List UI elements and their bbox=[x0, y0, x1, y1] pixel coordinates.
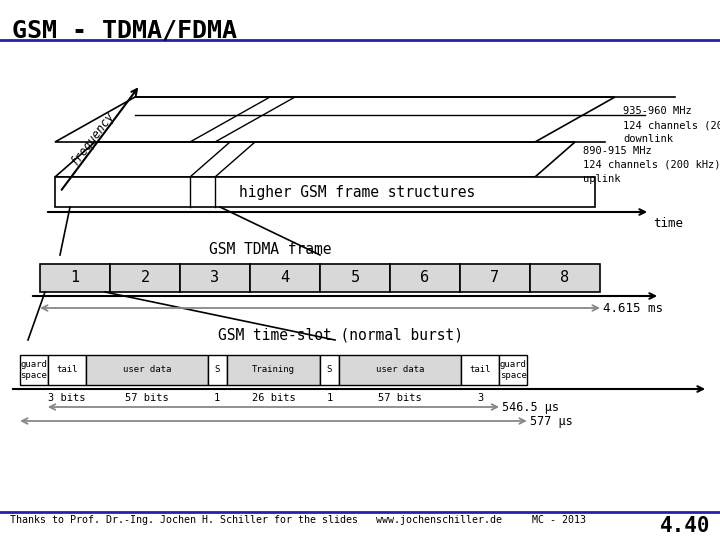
Text: 6: 6 bbox=[420, 271, 430, 286]
Bar bbox=[339, 355, 461, 385]
Text: 890-915 MHz
124 channels (200 kHz)
uplink: 890-915 MHz 124 channels (200 kHz) uplin… bbox=[583, 145, 720, 184]
Text: 546.5 μs: 546.5 μs bbox=[502, 401, 559, 414]
Text: guard
space: guard space bbox=[20, 360, 48, 380]
Text: 26 bits: 26 bits bbox=[251, 393, 295, 403]
Text: GSM - TDMA/FDMA: GSM - TDMA/FDMA bbox=[12, 18, 237, 42]
Bar bbox=[461, 355, 499, 385]
Bar bbox=[110, 264, 180, 292]
Text: 1: 1 bbox=[326, 393, 333, 403]
Text: Thanks to Prof. Dr.-Ing. Jochen H. Schiller for the slides   www.jochenschiller.: Thanks to Prof. Dr.-Ing. Jochen H. Schil… bbox=[10, 515, 586, 525]
Text: 2: 2 bbox=[140, 271, 150, 286]
Polygon shape bbox=[55, 177, 595, 207]
Text: 3 bits: 3 bits bbox=[48, 393, 86, 403]
Text: higher GSM frame structures: higher GSM frame structures bbox=[239, 185, 475, 199]
Text: tail: tail bbox=[469, 366, 491, 375]
Bar bbox=[86, 355, 208, 385]
Bar bbox=[20, 355, 48, 385]
Text: guard
space: guard space bbox=[500, 360, 526, 380]
Text: 57 bits: 57 bits bbox=[378, 393, 422, 403]
Text: 8: 8 bbox=[560, 271, 570, 286]
Bar bbox=[460, 264, 530, 292]
Text: 4.40: 4.40 bbox=[660, 516, 710, 536]
Bar bbox=[180, 264, 250, 292]
Text: S: S bbox=[215, 366, 220, 375]
Polygon shape bbox=[55, 142, 575, 177]
Text: frequency: frequency bbox=[68, 109, 117, 168]
Text: 57 bits: 57 bits bbox=[125, 393, 169, 403]
Bar bbox=[48, 355, 86, 385]
Text: 4: 4 bbox=[280, 271, 289, 286]
Text: 1: 1 bbox=[215, 393, 220, 403]
Bar bbox=[40, 264, 110, 292]
Polygon shape bbox=[55, 97, 615, 142]
Text: user data: user data bbox=[376, 366, 424, 375]
Bar bbox=[250, 264, 320, 292]
Text: S: S bbox=[327, 366, 332, 375]
Bar bbox=[530, 264, 600, 292]
Text: tail: tail bbox=[56, 366, 78, 375]
Bar bbox=[499, 355, 527, 385]
Text: user data: user data bbox=[123, 366, 171, 375]
Text: GSM time-slot (normal burst): GSM time-slot (normal burst) bbox=[217, 327, 462, 342]
Text: 4.615 ms: 4.615 ms bbox=[603, 301, 663, 314]
Text: 7: 7 bbox=[490, 271, 500, 286]
Bar bbox=[390, 264, 460, 292]
Text: GSM TDMA frame: GSM TDMA frame bbox=[209, 242, 331, 257]
Text: time: time bbox=[653, 217, 683, 230]
Text: 3: 3 bbox=[210, 271, 220, 286]
Bar bbox=[320, 264, 390, 292]
Text: Training: Training bbox=[252, 366, 295, 375]
Text: 935-960 MHz
124 channels (200 kHz)
downlink: 935-960 MHz 124 channels (200 kHz) downl… bbox=[623, 106, 720, 144]
Text: 3: 3 bbox=[477, 393, 483, 403]
Bar bbox=[227, 355, 320, 385]
Text: 577 μs: 577 μs bbox=[530, 415, 572, 428]
Bar bbox=[208, 355, 227, 385]
Bar bbox=[320, 355, 339, 385]
Text: 1: 1 bbox=[71, 271, 80, 286]
Text: 5: 5 bbox=[351, 271, 359, 286]
